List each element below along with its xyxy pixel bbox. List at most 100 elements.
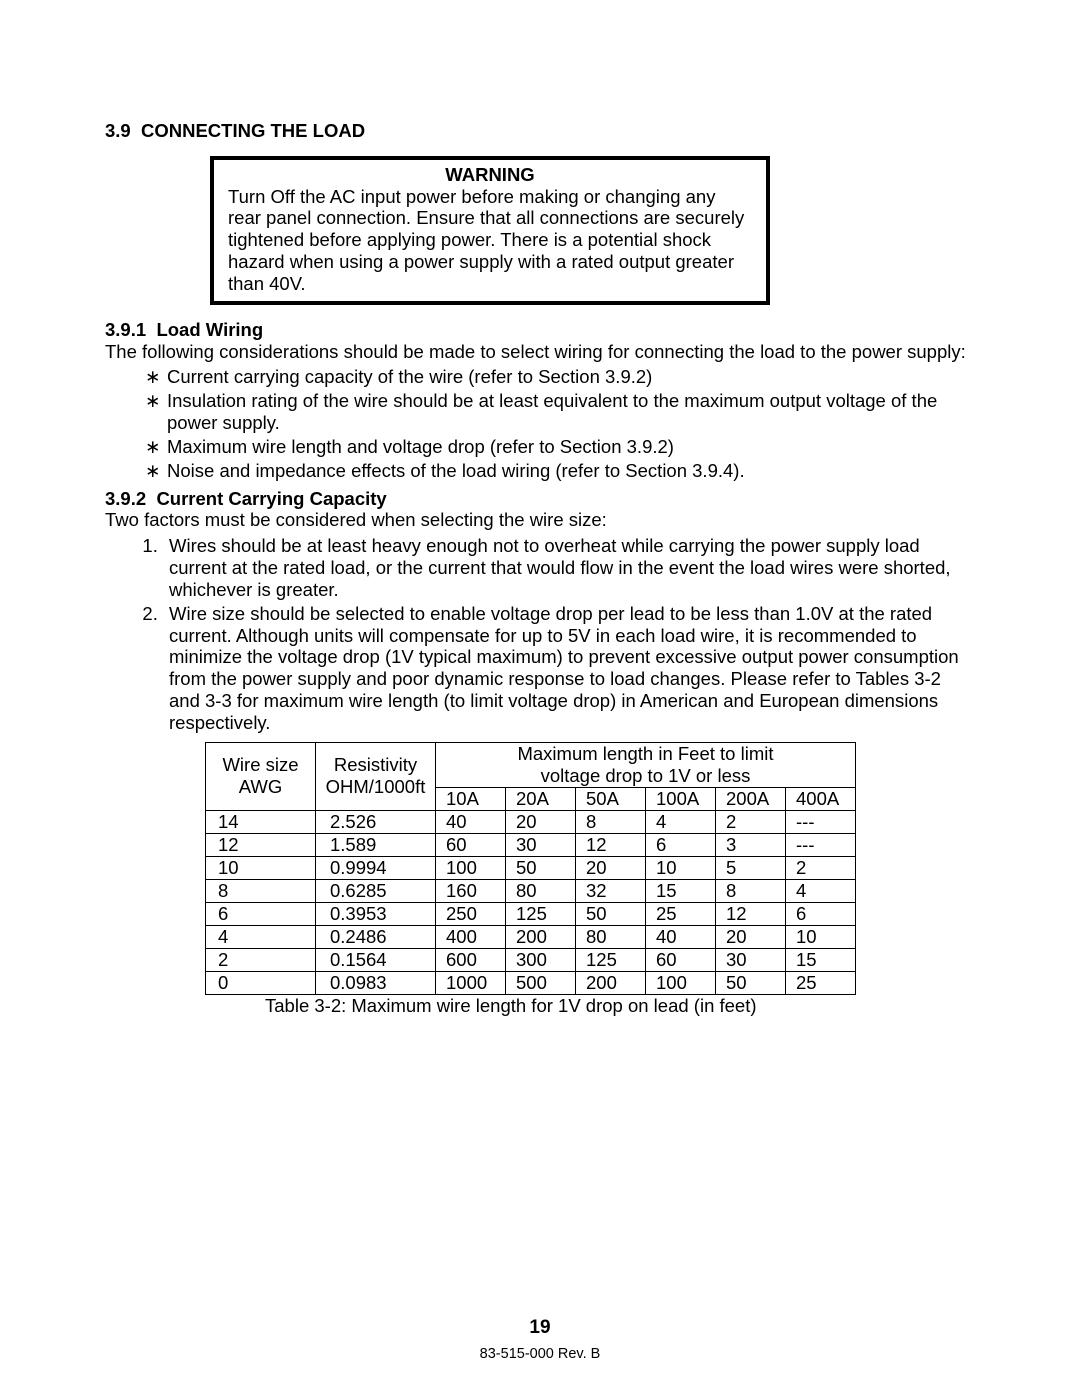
subsection-heading: 3.9.1 Load Wiring (105, 319, 975, 341)
cell-resistivity: 0.3953 (316, 902, 436, 925)
cell-value: 15 (786, 948, 856, 971)
table-row: 80.628516080321584 (206, 879, 856, 902)
cell-value: 30 (506, 833, 576, 856)
table-row: 60.39532501255025126 (206, 902, 856, 925)
cell-value: 125 (576, 948, 646, 971)
cell-value: 25 (786, 971, 856, 994)
cell-value: 160 (436, 879, 506, 902)
cell-value: 80 (506, 879, 576, 902)
cell-value: 8 (576, 810, 646, 833)
cell-value: 60 (436, 833, 506, 856)
cell-value: 50 (716, 971, 786, 994)
list-item: Insulation rating of the wire should be … (145, 390, 975, 434)
cell-value: 50 (506, 856, 576, 879)
cell-resistivity: 2.526 (316, 810, 436, 833)
warning-text: Turn Off the AC input power before makin… (228, 186, 752, 295)
cell-awg: 0 (206, 971, 316, 994)
section-number: 3.9 (105, 120, 131, 141)
table-wrapper: Wire size AWG Resistivity OHM/1000ft Max… (205, 742, 975, 995)
cell-value: 10 (786, 925, 856, 948)
cell-value: 30 (716, 948, 786, 971)
col-header-current: 400A (786, 787, 856, 810)
cell-value: 40 (436, 810, 506, 833)
page: 3.9 CONNECTING THE LOAD WARNING Turn Off… (0, 0, 1080, 1397)
col-header-current: 20A (506, 787, 576, 810)
numbered-list: Wires should be at least heavy enough no… (105, 535, 975, 733)
cell-value: 50 (576, 902, 646, 925)
table-row: 00.098310005002001005025 (206, 971, 856, 994)
header-line: AWG (239, 776, 283, 797)
cell-value: 4 (786, 879, 856, 902)
cell-value: 4 (646, 810, 716, 833)
cell-value: 5 (716, 856, 786, 879)
cell-awg: 14 (206, 810, 316, 833)
page-number: 19 (0, 1317, 1080, 1339)
header-line: Maximum length in Feet to limit (517, 743, 773, 764)
cell-value: 125 (506, 902, 576, 925)
cell-value: 2 (716, 810, 786, 833)
cell-value: 300 (506, 948, 576, 971)
subsection-heading: 3.9.2 Current Carrying Capacity (105, 488, 975, 510)
col-header-current: 200A (716, 787, 786, 810)
wire-length-table: Wire size AWG Resistivity OHM/1000ft Max… (205, 742, 856, 995)
cell-value: 20 (506, 810, 576, 833)
list-item: Wires should be at least heavy enough no… (163, 535, 975, 600)
cell-awg: 4 (206, 925, 316, 948)
table-row: 20.1564600300125603015 (206, 948, 856, 971)
cell-resistivity: 0.6285 (316, 879, 436, 902)
section-heading: 3.9 CONNECTING THE LOAD (105, 120, 975, 142)
cell-value: 12 (716, 902, 786, 925)
cell-resistivity: 1.589 (316, 833, 436, 856)
cell-value: 6 (646, 833, 716, 856)
cell-value: 6 (786, 902, 856, 925)
col-header-awg: Wire size AWG (206, 742, 316, 810)
cell-value: 12 (576, 833, 646, 856)
cell-resistivity: 0.0983 (316, 971, 436, 994)
subsection-number: 3.9.2 (105, 488, 146, 509)
paragraph: Two factors must be considered when sele… (105, 509, 975, 531)
cell-value: 250 (436, 902, 506, 925)
list-item: Noise and impedance effects of the load … (145, 460, 975, 482)
table-row: 100.999410050201052 (206, 856, 856, 879)
cell-value: 2 (786, 856, 856, 879)
cell-value: 3 (716, 833, 786, 856)
cell-value: 25 (646, 902, 716, 925)
table-row: 40.248640020080402010 (206, 925, 856, 948)
cell-awg: 2 (206, 948, 316, 971)
cell-value: 15 (646, 879, 716, 902)
col-header-current: 10A (436, 787, 506, 810)
cell-value: 100 (646, 971, 716, 994)
cell-value: 32 (576, 879, 646, 902)
table-caption: Table 3-2: Maximum wire length for 1V dr… (205, 995, 975, 1017)
cell-awg: 8 (206, 879, 316, 902)
warning-heading: WARNING (228, 164, 752, 186)
cell-value: 100 (436, 856, 506, 879)
list-item: Wire size should be selected to enable v… (163, 603, 975, 734)
cell-value: --- (786, 810, 856, 833)
subsection-title: Current Carrying Capacity (156, 488, 386, 509)
table-row: Wire size AWG Resistivity OHM/1000ft Max… (206, 742, 856, 787)
cell-value: 20 (716, 925, 786, 948)
cell-resistivity: 0.9994 (316, 856, 436, 879)
header-line: Resistivity (334, 754, 417, 775)
cell-awg: 6 (206, 902, 316, 925)
col-header-current: 100A (646, 787, 716, 810)
cell-value: 20 (576, 856, 646, 879)
paragraph: The following considerations should be m… (105, 341, 975, 363)
cell-value: --- (786, 833, 856, 856)
cell-resistivity: 0.1564 (316, 948, 436, 971)
cell-value: 60 (646, 948, 716, 971)
cell-value: 40 (646, 925, 716, 948)
cell-value: 10 (646, 856, 716, 879)
table-row: 142.5264020842--- (206, 810, 856, 833)
bullet-list: Current carrying capacity of the wire (r… (105, 366, 975, 481)
subsection-number: 3.9.1 (105, 319, 146, 340)
cell-awg: 10 (206, 856, 316, 879)
cell-value: 600 (436, 948, 506, 971)
header-line: Wire size (222, 754, 298, 775)
table-row: 121.58960301263--- (206, 833, 856, 856)
cell-value: 200 (506, 925, 576, 948)
cell-value: 400 (436, 925, 506, 948)
cell-value: 200 (576, 971, 646, 994)
list-item: Current carrying capacity of the wire (r… (145, 366, 975, 388)
